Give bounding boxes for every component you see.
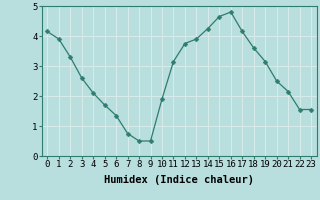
X-axis label: Humidex (Indice chaleur): Humidex (Indice chaleur): [104, 175, 254, 185]
